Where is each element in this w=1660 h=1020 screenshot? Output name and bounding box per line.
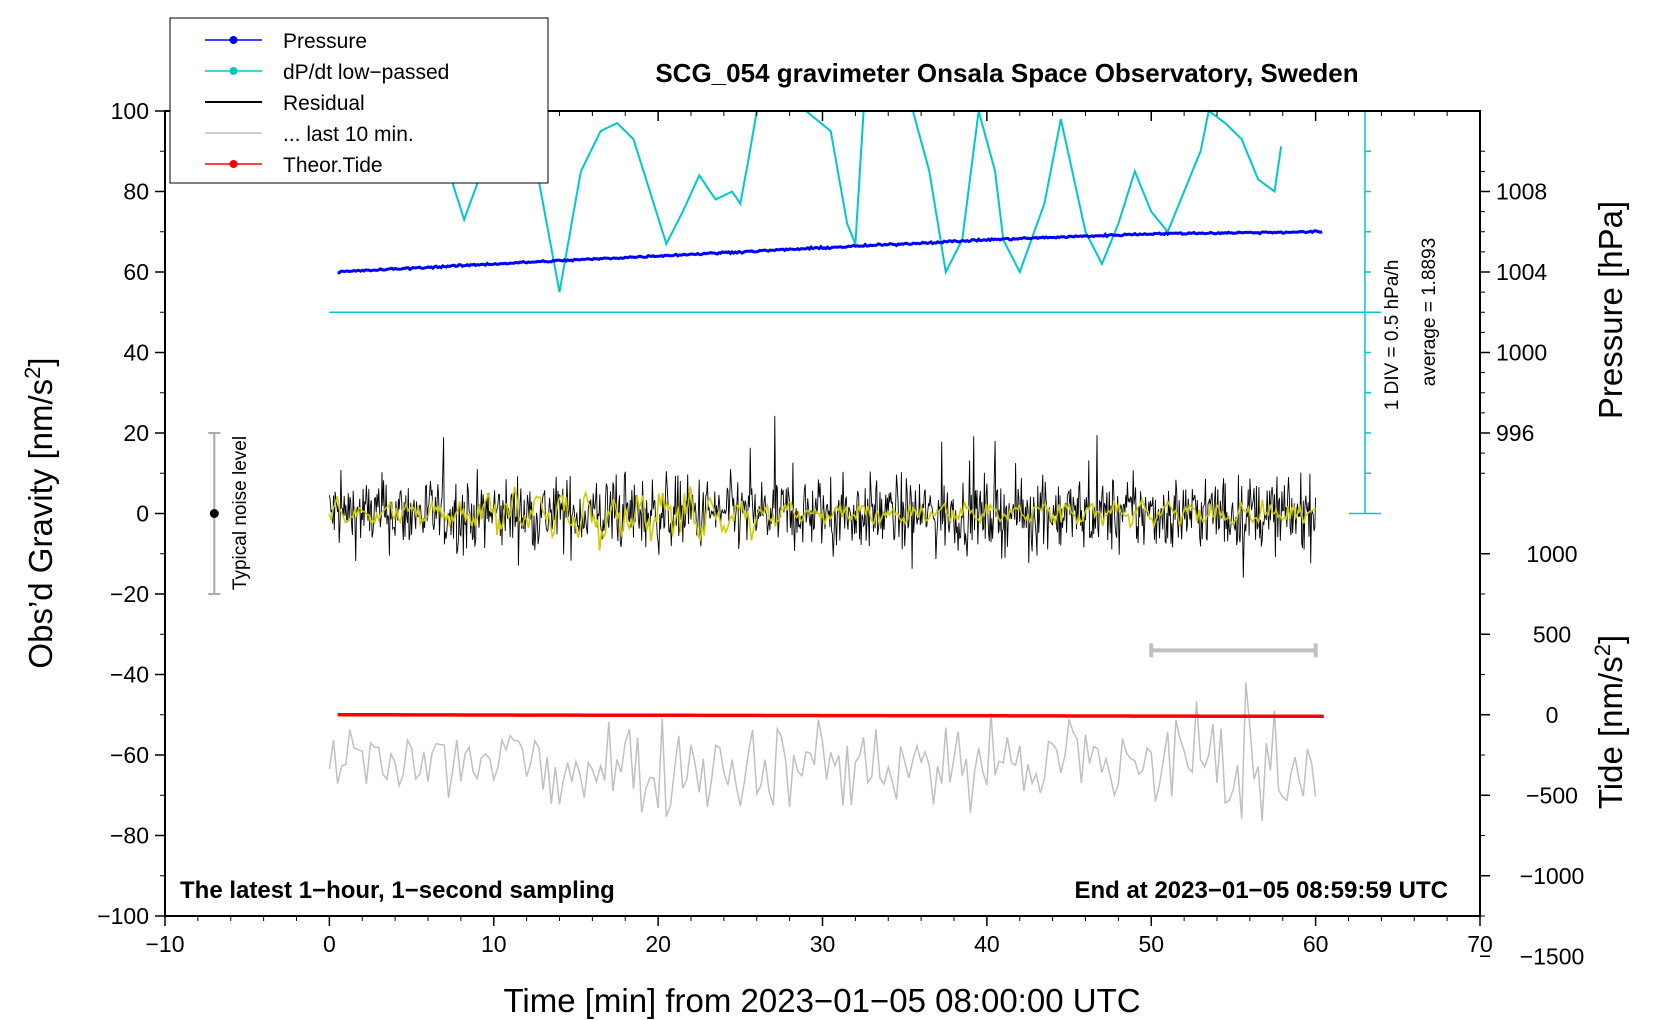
note-latest-hour: The latest 1−hour, 1−second sampling [180, 877, 615, 904]
legend-marker [229, 67, 238, 75]
legend-label: Pressure [283, 30, 367, 53]
y-axis-label-gravity-main: Obs’d Gravity [nm/s [22, 379, 59, 669]
x-tick-label: 70 [1467, 931, 1493, 957]
y-tick-label: 60 [123, 259, 149, 285]
pressure-tick-label: 1000 [1496, 340, 1547, 366]
x-tick-label: −10 [145, 931, 184, 957]
x-tick-label: 10 [481, 931, 507, 957]
y-tick-label: −20 [110, 581, 149, 607]
y-tick-label: −100 [97, 903, 149, 929]
tide-tick-label: 0 [1546, 702, 1559, 728]
pressure-tick-label: 1008 [1496, 179, 1547, 205]
y-tick-label: −60 [110, 742, 149, 768]
noise-bar-center [209, 509, 219, 518]
y-tick-label: −80 [110, 823, 149, 849]
y-axis-label-tide: Tide [nm/s2] [1590, 635, 1629, 809]
x-tick-label: 50 [1138, 931, 1164, 957]
y-axis-label-gravity: Obs’d Gravity [nm/s2] [20, 357, 59, 668]
y-axis-label-gravity-sup: 2 [20, 367, 45, 379]
legend-label: ... last 10 min. [283, 123, 414, 146]
x-tick-label: 30 [810, 931, 836, 957]
tide-tick-label: 1000 [1526, 541, 1577, 567]
pressure-line [337, 229, 1323, 275]
chart-title: SCG_054 gravimeter Onsala Space Observat… [655, 58, 1358, 88]
tide-tick-label: 500 [1533, 621, 1571, 647]
note-end-time: End at 2023−01−05 08:59:59 UTC [1074, 877, 1448, 904]
residual-line [328, 415, 1317, 578]
y-tick-label: 100 [111, 98, 149, 124]
y-axis-label-tide-sup: 2 [1590, 644, 1615, 656]
axes-layer: −10 0 10 20 30 40 50 60 70100806040200−20−40−60−… [97, 98, 1584, 969]
y-axis-label-pressure: Pressure [hPa] [1592, 201, 1629, 419]
last-10-min-line [328, 682, 1317, 821]
legend-box [169, 17, 549, 184]
x-tick-label: 0 [323, 931, 336, 957]
x-axis-label: Time [min] from 2023−01−05 08:00:00 UTC [503, 982, 1140, 1019]
legend: Pressure dP/dt low−passed Residual ... last… [169, 17, 549, 184]
y-axis-label-tide-close: ] [1592, 635, 1629, 644]
tide-tick-label: −1500 [1520, 943, 1585, 969]
y-tick-label: 80 [123, 179, 149, 205]
y-axis-label-gravity-close: ] [22, 357, 59, 366]
x-tick-label: 60 [1303, 931, 1329, 957]
tide-tick-label: −1000 [1520, 863, 1585, 889]
legend-label: Theor.Tide [283, 154, 383, 177]
tide-tick-label: −500 [1526, 782, 1578, 808]
dpdt-average-label: average = 1.8893 [1419, 238, 1440, 386]
legend-label: dP/dt low−passed [283, 61, 449, 84]
pressure-tick-label: 1004 [1496, 259, 1547, 285]
x-tick-label: 20 [645, 931, 671, 957]
residual-smoothed-line [328, 486, 1316, 551]
plot-frame [164, 110, 1481, 917]
noise-level-label: Typical noise level [230, 436, 251, 590]
x-tick-label: 40 [974, 931, 1000, 957]
legend-marker [229, 36, 238, 44]
legend-marker [229, 160, 238, 168]
theor-tide-line [337, 713, 1324, 719]
y-axis-label-tide-main: Tide [nm/s [1592, 656, 1629, 809]
legend-items: Pressure dP/dt low−passed Residual ... last… [205, 30, 449, 177]
legend-label: Residual [283, 92, 365, 115]
pressure-tick-label: 996 [1496, 420, 1534, 446]
y-tick-label: 20 [123, 420, 149, 446]
y-tick-label: 40 [123, 340, 149, 366]
dpdt-div-label: 1 DIV = 0.5 hPa/h [1382, 260, 1403, 411]
y-tick-label: −40 [110, 662, 149, 688]
y-tick-label: 0 [136, 501, 149, 527]
